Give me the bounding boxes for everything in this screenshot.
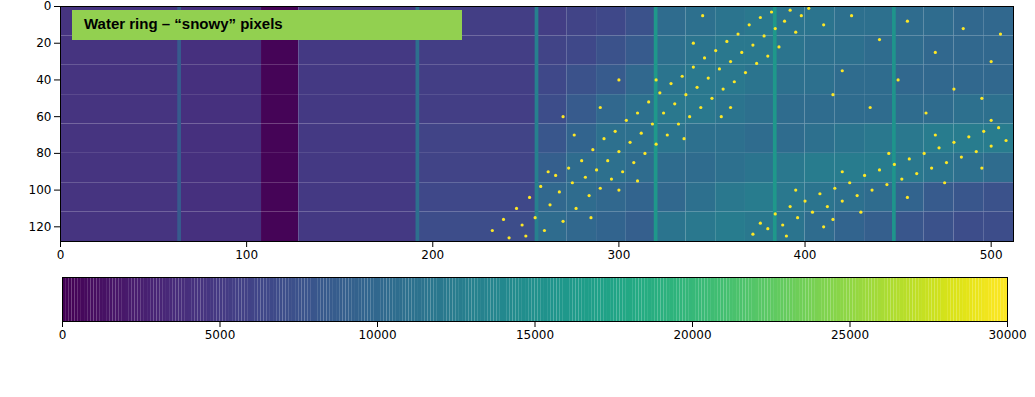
svg-text:25000: 25000: [831, 328, 869, 342]
html-text:Water ring – “snowy” pixels: Water ring – “snowy” pixels: [84, 15, 283, 32]
svg-text:120: 120: [29, 220, 52, 234]
svg-text:15000: 15000: [516, 328, 554, 342]
svg-text:300: 300: [607, 248, 630, 262]
svg-text:30000: 30000: [988, 328, 1026, 342]
svg-text:20: 20: [36, 36, 51, 50]
svg-text:0: 0: [44, 0, 52, 13]
svg-text:200: 200: [421, 248, 444, 262]
svg-text:0: 0: [59, 328, 67, 342]
svg-text:400: 400: [794, 248, 817, 262]
svg-text:40: 40: [36, 73, 51, 87]
svg-text:0: 0: [57, 248, 65, 262]
svg-text:10000: 10000: [358, 328, 396, 342]
svg-text:20000: 20000: [673, 328, 711, 342]
svg-text:5000: 5000: [205, 328, 236, 342]
svg-text:500: 500: [980, 248, 1003, 262]
svg-text:100: 100: [235, 248, 258, 262]
svg-text:100: 100: [29, 183, 52, 197]
svg-text:80: 80: [36, 146, 51, 160]
svg-text:60: 60: [36, 109, 51, 123]
